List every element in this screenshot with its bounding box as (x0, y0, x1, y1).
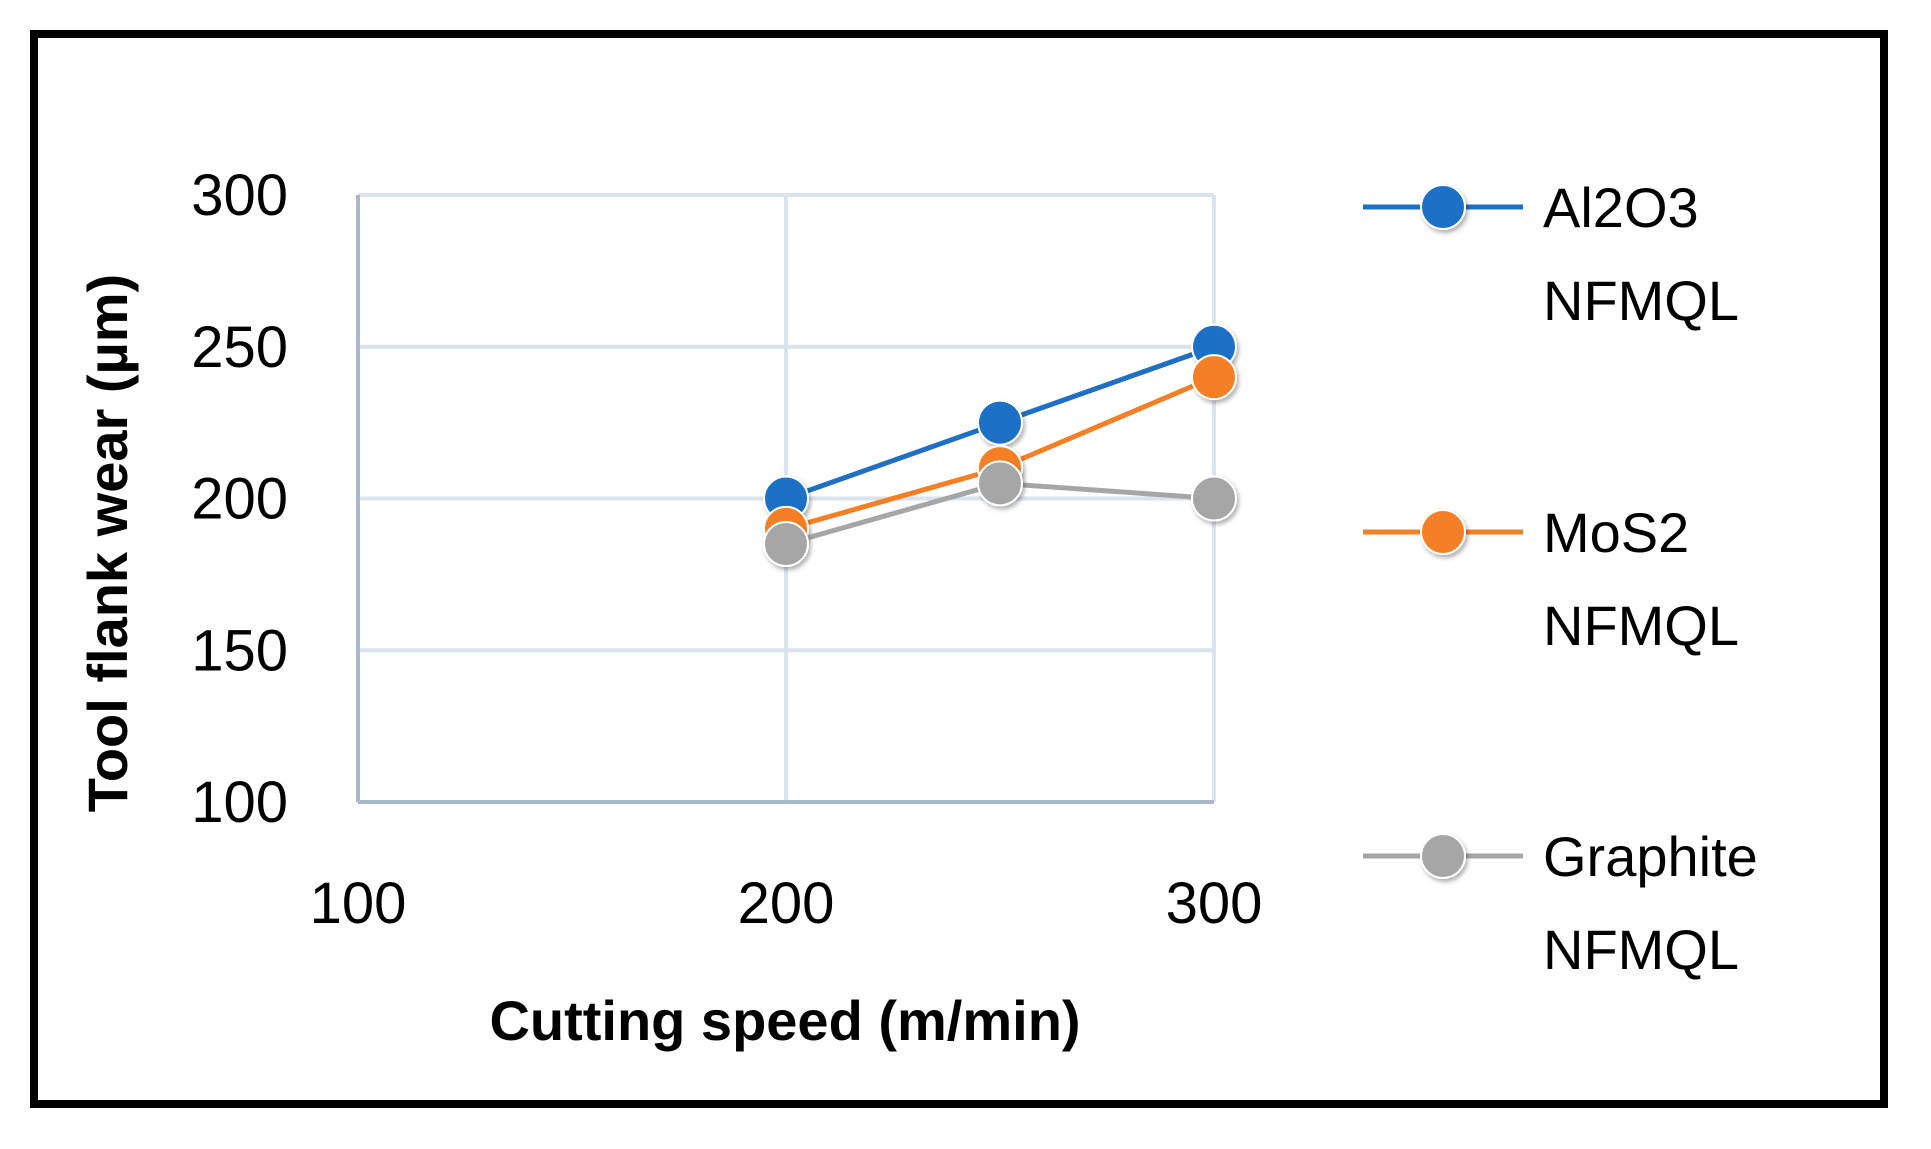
legend-entry-graphite-nfmql: Graphite NFMQL (1363, 825, 1758, 981)
legend-label: Al2O3 (1543, 176, 1699, 239)
data-point-graphite-nfmql (1191, 475, 1237, 522)
y-axis-title: Tool flank wear (µm) (76, 274, 139, 812)
legend-label: NFMQL (1543, 918, 1739, 981)
legend-label: NFMQL (1543, 269, 1739, 332)
legend-label: Graphite (1543, 825, 1758, 888)
chart-frame (30, 30, 1888, 1108)
data-point-graphite-nfmql (977, 460, 1023, 507)
y-tick-label: 250 (191, 315, 288, 380)
legend-label: NFMQL (1543, 594, 1739, 657)
legend-marker-al2o3-nfmql (1420, 184, 1466, 230)
x-tick-label: 100 (310, 871, 407, 936)
series-mos2-nfmql (763, 354, 1237, 552)
legend-marker-mos2-nfmql (1420, 509, 1466, 555)
x-tick-label: 300 (1166, 871, 1263, 936)
legend: Al2O3 NFMQL MoS2 NFMQL Graphite NFMQL (1363, 176, 1758, 981)
series-graphite-nfmql (763, 460, 1237, 568)
y-tick-label: 300 (191, 163, 288, 228)
y-tick-label: 150 (191, 618, 288, 683)
x-tick-label: 200 (738, 871, 835, 936)
legend-entry-mos2-nfmql: MoS2 NFMQL (1363, 501, 1739, 657)
tick-labels: 100 150 200 250 300 100 200 300 (191, 163, 1262, 936)
x-axis-title: Cutting speed (m/min) (489, 989, 1080, 1052)
y-tick-label: 200 (191, 467, 288, 532)
y-tick-label: 100 (191, 770, 288, 835)
data-point-al2o3-nfmql (977, 399, 1023, 446)
data-point-mos2-nfmql (1191, 354, 1237, 401)
legend-label: MoS2 (1543, 501, 1689, 564)
legend-entry-al2o3-nfmql: Al2O3 NFMQL (1363, 176, 1739, 332)
series-group (763, 323, 1237, 568)
data-point-graphite-nfmql (763, 521, 809, 568)
axes (356, 195, 1214, 804)
legend-marker-graphite-nfmql (1420, 833, 1466, 879)
